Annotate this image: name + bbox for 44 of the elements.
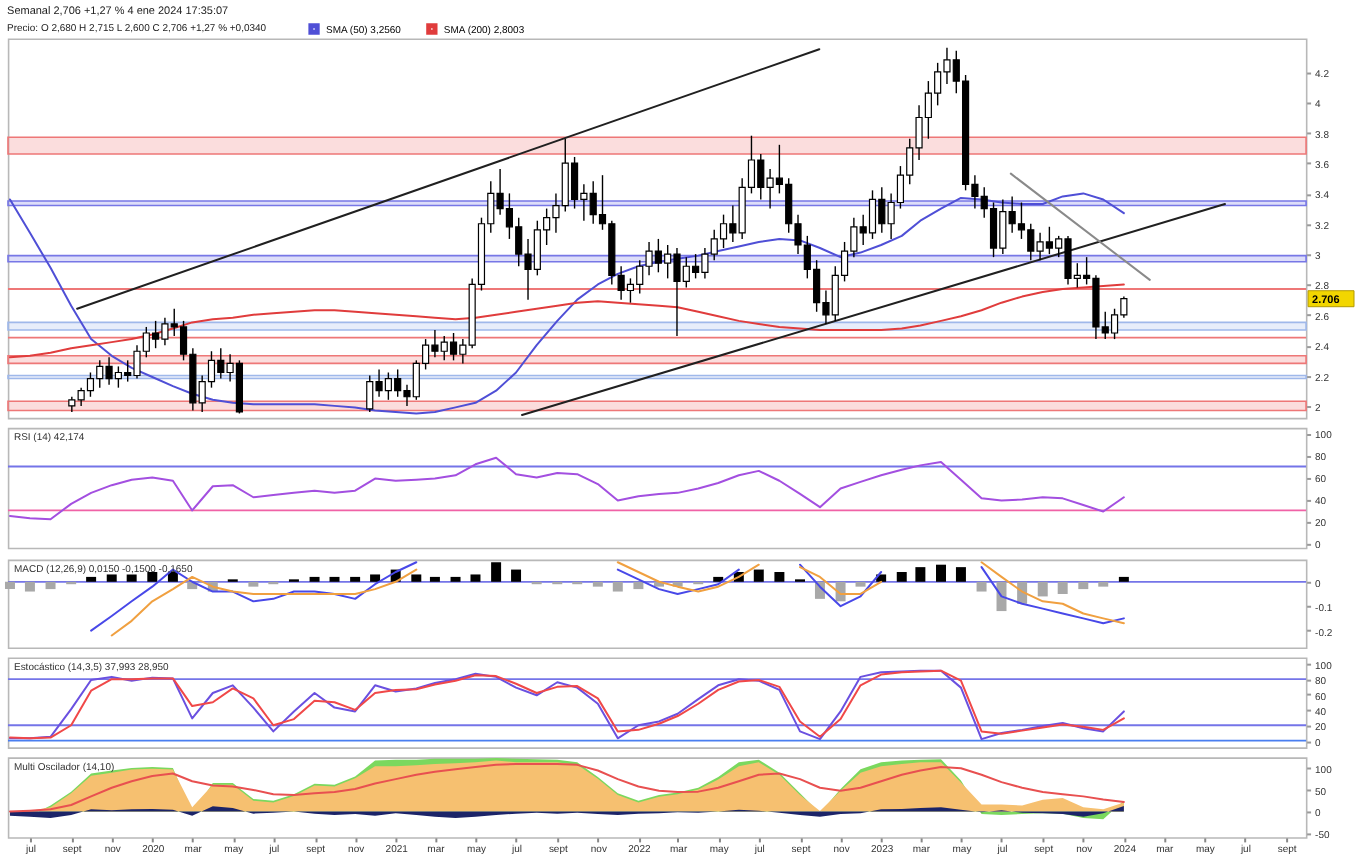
- bar: [470, 574, 481, 582]
- bar: [1118, 576, 1129, 582]
- bar: [592, 581, 603, 587]
- bar: [1078, 581, 1089, 590]
- bar: [633, 581, 644, 590]
- bar: [713, 576, 724, 582]
- bar: [167, 572, 178, 582]
- bar: [126, 574, 137, 582]
- bar: [1098, 581, 1109, 587]
- bar: [1057, 581, 1068, 594]
- bar: [915, 567, 926, 582]
- bar: [491, 562, 502, 582]
- bar: [774, 572, 785, 582]
- bar: [147, 572, 158, 582]
- bar: [86, 576, 97, 582]
- bar: [106, 574, 117, 582]
- bar: [511, 569, 522, 582]
- bar: [248, 581, 259, 587]
- bar: [1037, 581, 1048, 597]
- bar: [753, 569, 764, 582]
- line-series: [8, 669, 1125, 741]
- bar: [45, 581, 56, 590]
- bar: [612, 581, 623, 592]
- candlestick: [449, 332, 458, 362]
- line-series: [8, 192, 1125, 415]
- bar: [429, 576, 440, 582]
- bar: [370, 574, 381, 582]
- bar: [309, 576, 320, 582]
- bar: [4, 581, 15, 590]
- bar: [350, 576, 361, 582]
- bar: [855, 581, 866, 587]
- bar: [411, 574, 422, 582]
- line-series: [8, 456, 1125, 521]
- candlestick: [719, 213, 728, 249]
- candlestick: [868, 189, 877, 240]
- candlestick: [989, 201, 998, 258]
- bar: [450, 576, 461, 582]
- bar: [24, 581, 35, 592]
- bar: [936, 564, 946, 582]
- bar: [976, 581, 987, 592]
- bar: [896, 572, 907, 582]
- line-series: [8, 283, 1125, 359]
- bar: [955, 567, 966, 582]
- bar: [329, 576, 340, 582]
